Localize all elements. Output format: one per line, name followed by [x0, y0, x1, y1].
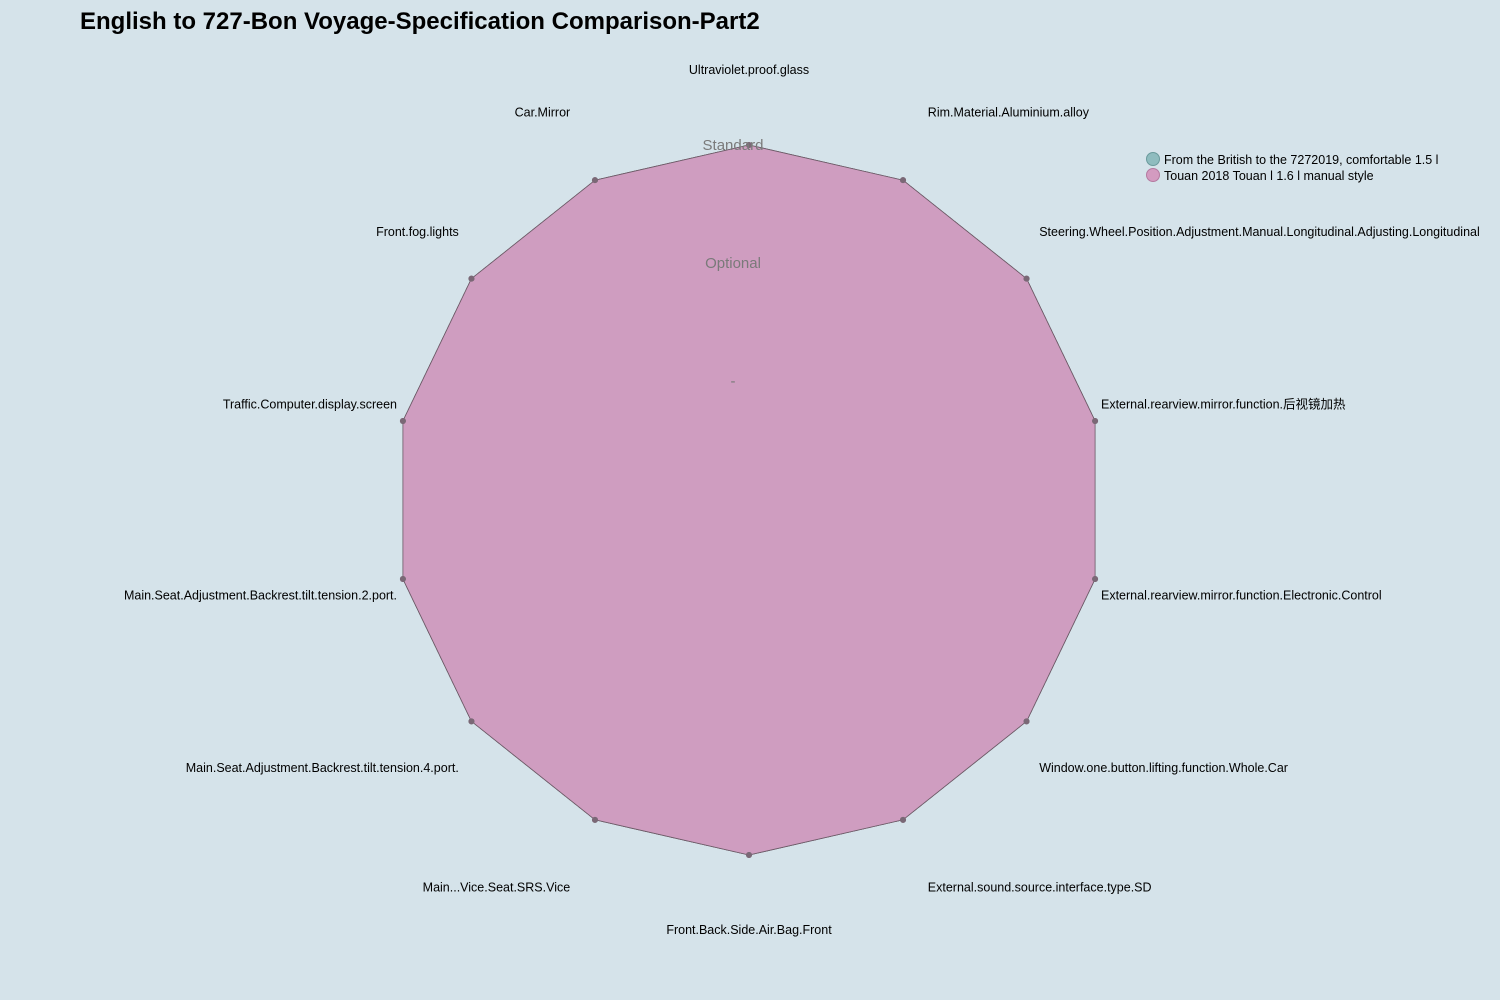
legend-marker-series-2	[1146, 168, 1160, 182]
series-2-point	[746, 852, 752, 858]
axis-label: Main.Seat.Adjustment.Backrest.tilt.tensi…	[124, 589, 397, 603]
axis-label: Front.Back.Side.Air.Bag.Front	[666, 923, 832, 937]
series-2-point	[1023, 275, 1030, 282]
level-label-1: -	[731, 373, 736, 390]
axis-label: Front.fog.lights	[376, 225, 459, 239]
axis-label: Traffic.Computer.display.screen	[223, 397, 397, 411]
series-2-point	[399, 575, 406, 582]
series-2-point	[468, 275, 475, 282]
axis-label: Window.one.button.lifting.function.Whole…	[1039, 761, 1288, 775]
series-2-point	[399, 418, 406, 425]
series-2-point	[591, 177, 598, 184]
legend: From the British to the 7272019, comfort…	[1146, 152, 1438, 183]
axis-label: Rim.Material.Aluminium.alloy	[928, 106, 1090, 120]
axis-label: Steering.Wheel.Position.Adjustment.Manua…	[1039, 225, 1480, 239]
chart-title: English to 727-Bon Voyage-Specification …	[80, 8, 760, 35]
series-2-point	[900, 816, 907, 823]
radar-series	[399, 142, 1099, 858]
series-2-point	[1092, 418, 1099, 425]
series-2-point	[1092, 575, 1099, 582]
series-area-2	[402, 144, 1096, 856]
series-2-point	[1023, 718, 1030, 725]
series-2-point	[900, 177, 907, 184]
series-2-point	[591, 816, 598, 823]
axis-label: Main...Vice.Seat.SRS.Vice	[423, 880, 571, 894]
level-label-2: Optional	[705, 255, 761, 272]
axis-label: External.sound.source.interface.type.SD	[928, 880, 1152, 894]
axis-labels: - Optional Standard Ultraviolet.proof.glass…	[124, 63, 1480, 937]
legend-marker-series-1	[1146, 152, 1160, 166]
axis-label: Main.Seat.Adjustment.Backrest.tilt.tensi…	[186, 761, 459, 775]
axis-label: External.rearview.mirror.function.Electr…	[1101, 589, 1382, 603]
series-2-point	[468, 718, 475, 725]
axis-label: Car.Mirror	[515, 106, 571, 120]
legend-label-series-2: Touan 2018 Touan l 1.6 l manual style	[1164, 169, 1374, 183]
legend-label-series-1: From the British to the 7272019, comfort…	[1164, 153, 1438, 167]
axis-label: Ultraviolet.proof.glass	[689, 63, 809, 77]
series-2-point	[746, 142, 752, 148]
axis-label: External.rearview.mirror.function.后视镜加热	[1101, 396, 1346, 411]
level-label-3: Standard	[703, 137, 764, 154]
